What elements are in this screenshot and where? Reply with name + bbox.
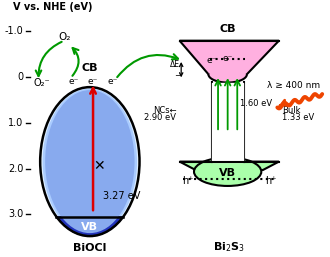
- Text: 3.0: 3.0: [8, 209, 23, 219]
- Text: -1.0: -1.0: [4, 26, 23, 35]
- Text: h⁺: h⁺: [182, 176, 193, 186]
- Text: NCs←: NCs←: [153, 106, 176, 115]
- Text: 0: 0: [17, 71, 23, 81]
- Ellipse shape: [40, 87, 140, 236]
- Text: 2.0: 2.0: [8, 163, 23, 173]
- Text: 1.60 eV: 1.60 eV: [241, 99, 273, 108]
- Text: e⁻: e⁻: [69, 77, 79, 86]
- Text: ΔE
─: ΔE ─: [170, 60, 180, 79]
- Text: 3.27 eV: 3.27 eV: [103, 191, 140, 201]
- Text: e⁻: e⁻: [107, 77, 117, 86]
- Text: λ ≥ 400 nm: λ ≥ 400 nm: [268, 81, 321, 90]
- Text: e⁻: e⁻: [207, 56, 217, 65]
- Text: Bulk: Bulk: [282, 106, 301, 115]
- Text: O₂⁻: O₂⁻: [34, 78, 50, 88]
- Ellipse shape: [194, 158, 261, 186]
- Text: Bi$_2$S$_3$: Bi$_2$S$_3$: [213, 241, 245, 254]
- Polygon shape: [180, 41, 279, 74]
- Text: O₂: O₂: [58, 32, 70, 42]
- Ellipse shape: [45, 90, 135, 233]
- Text: VB: VB: [81, 222, 98, 232]
- Polygon shape: [56, 217, 123, 236]
- Text: e⁻: e⁻: [88, 77, 98, 86]
- Polygon shape: [209, 74, 247, 82]
- Text: 2.90 eV: 2.90 eV: [145, 113, 176, 122]
- Text: 1.0: 1.0: [8, 117, 23, 127]
- Text: e⁻: e⁻: [222, 53, 233, 62]
- Polygon shape: [180, 162, 279, 170]
- Text: BiOCl: BiOCl: [73, 243, 107, 253]
- Text: V vs. NHE (eV): V vs. NHE (eV): [13, 2, 92, 12]
- Text: h⁺: h⁺: [265, 176, 277, 186]
- Ellipse shape: [43, 89, 137, 235]
- Text: VB: VB: [219, 168, 236, 178]
- Text: CB: CB: [82, 63, 98, 73]
- Text: CB: CB: [219, 24, 236, 34]
- Text: 1.33 eV: 1.33 eV: [282, 113, 314, 122]
- Text: ✕: ✕: [94, 159, 105, 173]
